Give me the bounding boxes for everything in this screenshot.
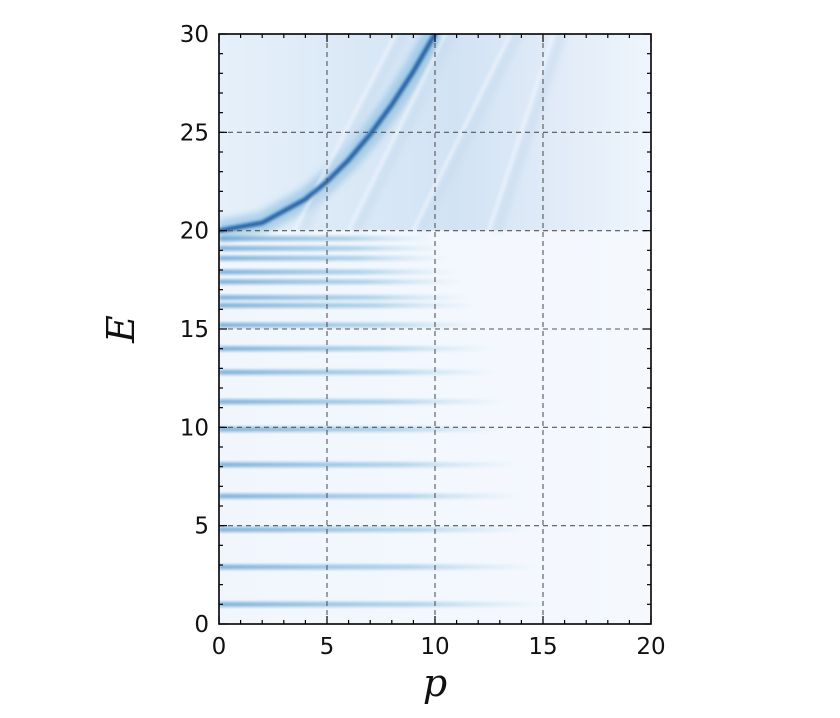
bound-level-4 [219,462,521,467]
resonance-stripe-2 [487,34,556,232]
bound-level-2 [219,527,535,532]
dispersion-curve [219,34,437,233]
resonance-band-3 [298,34,409,233]
x-tick-labels: 0 5 10 15 20 [212,634,666,660]
bound-level-3 [219,493,528,499]
y-tick-label: 15 [180,317,209,343]
x-tick-label: 15 [528,634,557,660]
bound-level-6 [219,399,507,404]
bound-level-1 [219,564,542,570]
bound-level-11 [219,295,472,300]
y-axis-label: E [99,315,143,344]
bound-level-12 [219,279,465,284]
x-axis-label: p [423,661,447,705]
resonance-stripe-0 [347,34,448,232]
bound-level-7 [219,370,500,375]
y-tick-label: 0 [194,612,209,638]
bound-level-9 [219,322,486,328]
x-tick-label: 5 [320,634,335,660]
y-tick-label: 20 [180,219,209,245]
bound-level-5 [219,427,514,432]
bound-level-10 [219,303,479,308]
bound-level-8 [219,346,493,351]
resonance-band-0 [352,34,458,233]
bound-level-16 [219,236,437,241]
grid-lines [219,34,651,624]
y-tick-label: 25 [180,120,209,146]
resonance-band-1 [417,34,523,233]
x-tick-label: 10 [420,634,449,660]
bound-level-14 [219,256,451,261]
plot-frame [218,33,652,625]
bound-level-0 [219,602,549,607]
y-tick-label: 30 [180,22,209,48]
bound-level-15 [219,246,444,251]
x-tick-label: 20 [636,634,665,660]
y-tick-label: 5 [194,514,209,540]
y-tick-labels: 0 5 10 15 20 25 30 [180,22,209,638]
bound-level-13 [219,269,458,275]
y-tick-label: 10 [180,415,209,441]
x-tick-label: 0 [212,634,227,660]
